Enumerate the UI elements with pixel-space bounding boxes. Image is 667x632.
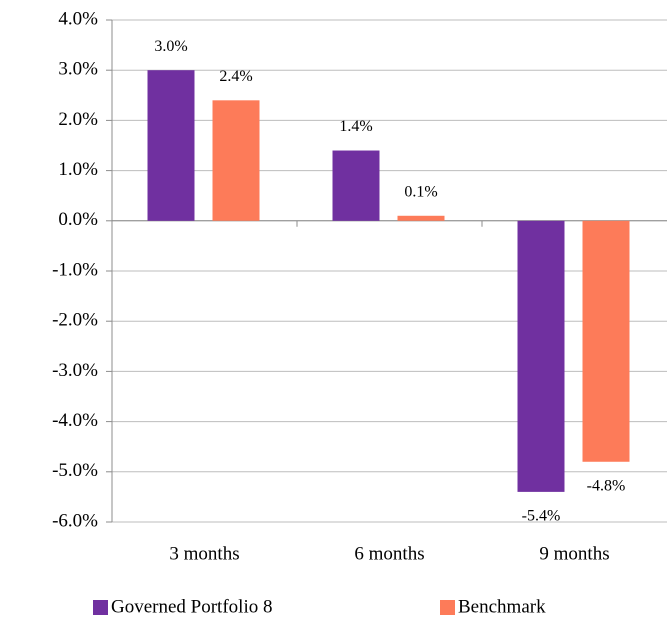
y-tick-label: 4.0%: [58, 8, 98, 29]
y-tick-label: 0.0%: [58, 209, 98, 230]
bar: [332, 150, 380, 221]
data-label: -4.8%: [587, 477, 626, 494]
legend-swatch: [93, 600, 108, 615]
y-tick-label: -6.0%: [52, 510, 98, 531]
y-tick-label: -3.0%: [52, 360, 98, 381]
data-label: 0.1%: [404, 183, 437, 200]
bar: [582, 220, 630, 462]
x-tick-label: 6 months: [354, 543, 424, 564]
y-tick-label: 1.0%: [58, 159, 98, 180]
legend-swatch: [440, 600, 455, 615]
y-tick-label: -1.0%: [52, 259, 98, 280]
y-tick-label: -5.0%: [52, 460, 98, 481]
y-tick-label: -4.0%: [52, 410, 98, 431]
bar: [397, 215, 445, 221]
y-tick-label: 3.0%: [58, 59, 98, 80]
bar: [147, 70, 195, 221]
x-tick-label: 3 months: [169, 543, 239, 564]
bar: [212, 100, 260, 221]
legend-label: Governed Portfolio 8: [111, 596, 272, 617]
bar: [517, 220, 565, 492]
data-label: 2.4%: [219, 68, 252, 85]
data-label: 3.0%: [154, 38, 187, 55]
data-label: 1.4%: [339, 118, 372, 135]
y-tick-label: -2.0%: [52, 310, 98, 331]
x-tick-label: 9 months: [539, 543, 609, 564]
y-tick-label: 2.0%: [58, 109, 98, 130]
legend-label: Benchmark: [458, 596, 546, 617]
data-label: -5.4%: [522, 508, 561, 525]
